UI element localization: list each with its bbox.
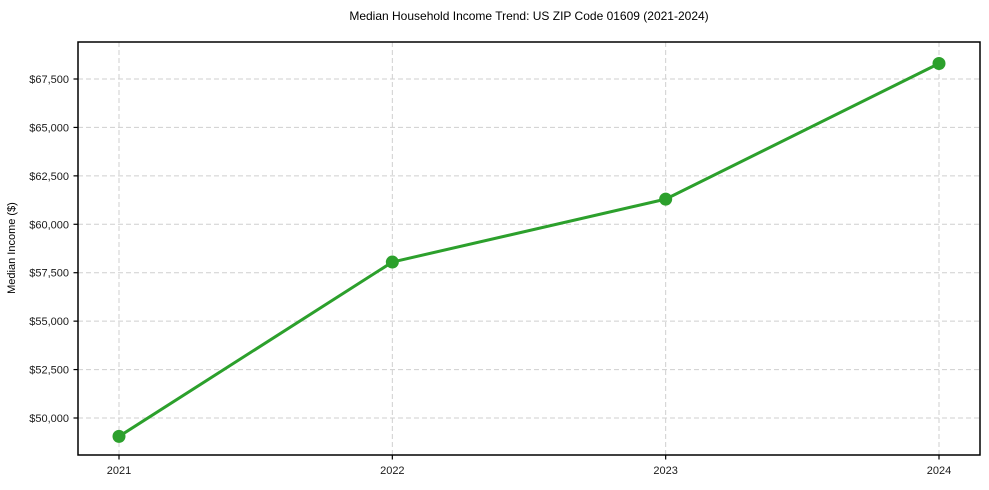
y-tick-label: $65,000 [29, 122, 69, 134]
y-tick-label: $50,000 [29, 413, 69, 425]
y-tick-label: $57,500 [29, 268, 69, 280]
data-point [385, 255, 399, 269]
axis-layer: $50,000 $52,500 $55,000 $57,500 $60,000 $62,5… [29, 41, 981, 477]
data-point [112, 429, 126, 443]
trend-line [117, 62, 941, 438]
y-tick-label: $52,500 [29, 365, 69, 377]
grid-layer [78, 42, 980, 455]
x-tick-label: 2021 [107, 465, 131, 477]
data-point [932, 57, 946, 71]
plot-border [77, 41, 981, 456]
x-tick-label: 2022 [380, 465, 404, 477]
y-tick-label: $60,000 [29, 219, 69, 231]
y-tick-label: $62,500 [29, 171, 69, 183]
chart-title: Median Household Income Trend: US ZIP Co… [349, 9, 709, 23]
series-layer [112, 57, 946, 443]
x-tick-label: 2024 [927, 465, 951, 477]
y-axis-label: Median Income ($) [6, 202, 18, 294]
y-tick-label: $67,500 [29, 74, 69, 86]
data-point [659, 192, 673, 206]
x-tick-label: 2023 [653, 465, 677, 477]
y-tick-label: $55,000 [29, 316, 69, 328]
